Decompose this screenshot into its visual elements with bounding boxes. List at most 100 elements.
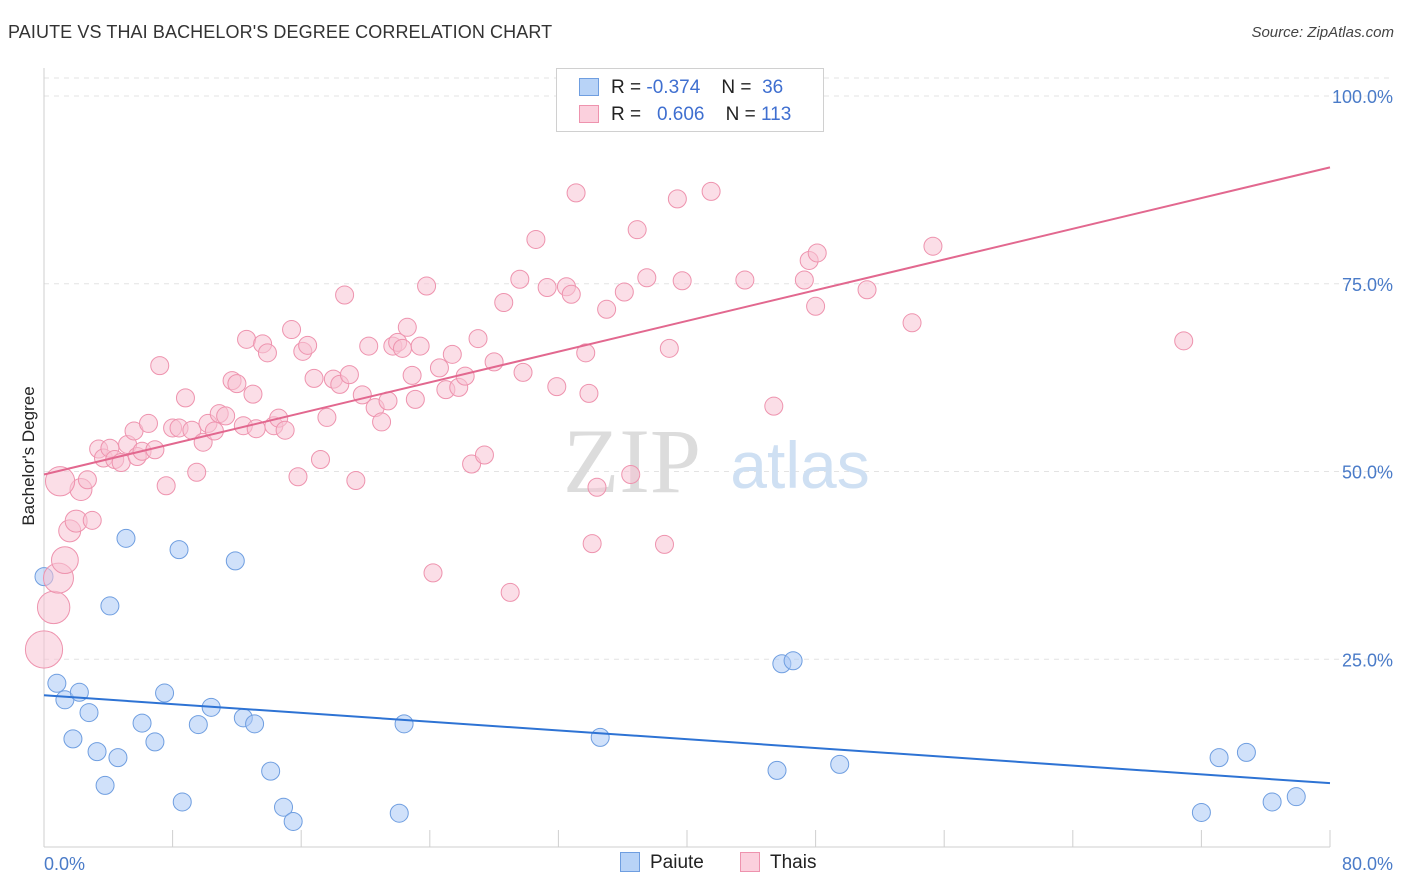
thais-r-value: 0.606 [656, 104, 705, 125]
thais-point [410, 336, 430, 356]
legend-r-label: R = [611, 104, 642, 125]
thais-point [627, 220, 647, 240]
y-tick-label: 25.0% [1342, 650, 1393, 670]
thais-point [405, 389, 425, 409]
thais-point [614, 282, 634, 302]
thais-point [659, 338, 679, 358]
thais-point [672, 271, 692, 291]
thais-point [298, 335, 318, 355]
paiute-point [108, 748, 128, 768]
paiute-trend-line [43, 694, 1331, 785]
thais-point [335, 285, 355, 305]
thais-point [587, 477, 607, 497]
paiute-point [132, 713, 152, 733]
grid-lines [44, 77, 1392, 660]
legend-n-label: N = [725, 104, 756, 125]
paiute-point [95, 775, 115, 795]
thais-trend-line [43, 166, 1331, 476]
thais-point [923, 236, 943, 256]
thais-point [359, 336, 379, 356]
thais-point [204, 421, 224, 441]
thais-n-value: 113 [761, 104, 792, 125]
paiute-point [389, 803, 409, 823]
thais-point [494, 293, 514, 313]
thais-point [474, 445, 494, 465]
thais-point [500, 582, 520, 602]
thais-point [310, 449, 330, 469]
paiute-point [1191, 802, 1211, 822]
paiute-r-value: -0.374 [646, 77, 701, 98]
thais-point [513, 362, 533, 382]
legend-r-label: R = [611, 77, 642, 98]
y-tick-label: 50.0% [1342, 463, 1393, 483]
thais-point [317, 407, 337, 427]
thais-point [282, 320, 302, 340]
thais-label: Thais [770, 852, 817, 873]
watermark-atlas: atlas [730, 428, 869, 502]
thais-point [510, 269, 530, 289]
thais-point [77, 470, 97, 490]
paiute-label: Paiute [650, 852, 704, 873]
paiute-point [274, 797, 294, 817]
y-axis-title: Bachelor's Degree [19, 386, 38, 525]
thais-point [561, 284, 581, 304]
legend-row-paiute: R = -0.374 N = 36 [579, 77, 783, 99]
thais-point [429, 358, 449, 378]
paiute-point [1236, 742, 1256, 762]
thais-point [667, 189, 687, 209]
thais-point [275, 420, 295, 440]
paiute-point [87, 742, 107, 762]
thais-point [138, 413, 158, 433]
thais-point [288, 467, 308, 487]
thais-point [621, 465, 641, 485]
paiute-point [830, 754, 850, 774]
thais-point [156, 476, 176, 496]
source-label: Source: ZipAtlas.com [1251, 24, 1394, 41]
thais-point [216, 406, 236, 426]
paiute-point [63, 729, 83, 749]
paiute-point [394, 714, 414, 734]
thais-point [597, 299, 617, 319]
thais-point [257, 343, 277, 363]
paiute-point [245, 714, 265, 734]
x-tick-label: 0.0% [44, 854, 85, 874]
thais-point [701, 181, 721, 201]
thais-point [82, 510, 102, 530]
legend-n-label: N = [721, 77, 752, 98]
data-points [24, 181, 1306, 831]
thais-point [392, 338, 412, 358]
thais-point [150, 356, 170, 376]
paiute-point [100, 596, 120, 616]
thais-point [36, 590, 71, 625]
thais-point [537, 278, 557, 298]
thais-point [654, 534, 674, 554]
chart-title: PAIUTE VS THAI BACHELOR'S DEGREE CORRELA… [8, 22, 553, 42]
thais-point [735, 270, 755, 290]
thais-point [346, 471, 366, 491]
tick-labels: 100.0% 75.0% 50.0% 25.0% 0.0% 80.0% [44, 87, 1393, 874]
thais-point [417, 276, 437, 296]
thais-point [902, 313, 922, 333]
thais-point [857, 280, 877, 300]
paiute-point [283, 811, 303, 831]
thais-point [175, 388, 195, 408]
paiute-swatch [579, 78, 599, 96]
thais-point [243, 384, 263, 404]
thais-point [764, 396, 784, 416]
thais-point [526, 229, 546, 249]
y-tick-label: 75.0% [1342, 275, 1393, 295]
paiute-point [188, 715, 208, 735]
thais-point [547, 377, 567, 397]
paiute-point [145, 732, 165, 752]
paiute-point [47, 673, 67, 693]
paiute-point [590, 727, 610, 747]
thais-point [339, 365, 359, 385]
thais-point [402, 365, 422, 385]
thais-point [227, 374, 247, 394]
thais-point [794, 270, 814, 290]
paiute-point [116, 528, 136, 548]
thais-point [372, 412, 392, 432]
paiute-point [172, 792, 192, 812]
thais-point [50, 546, 79, 575]
